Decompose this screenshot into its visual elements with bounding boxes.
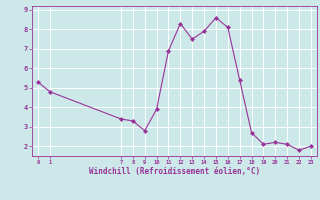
X-axis label: Windchill (Refroidissement éolien,°C): Windchill (Refroidissement éolien,°C) bbox=[89, 167, 260, 176]
